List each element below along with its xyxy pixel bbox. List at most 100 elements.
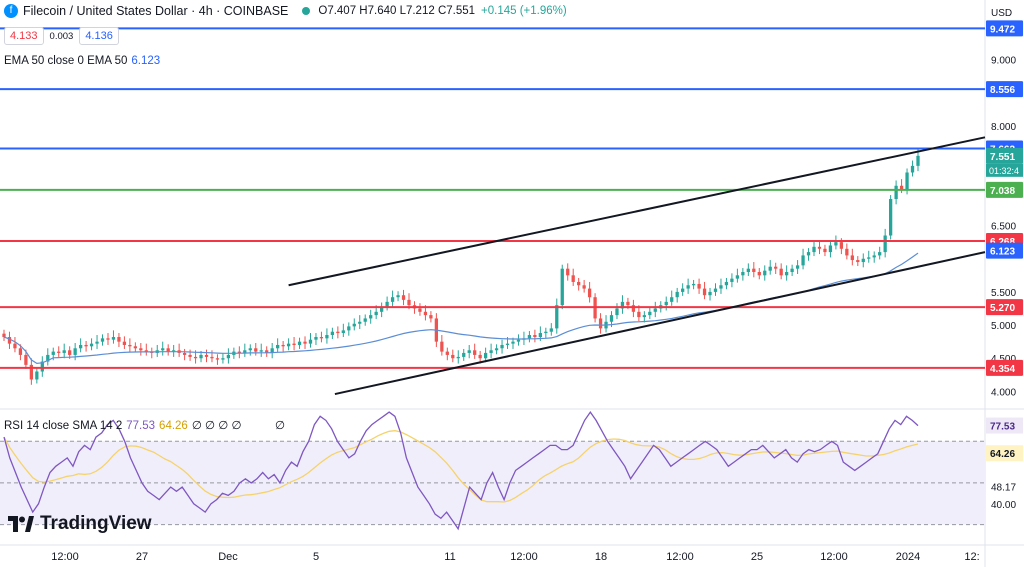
candle-body [768,266,772,271]
candle-body [467,350,471,353]
rsi-line [3,410,919,531]
symbol-title[interactable]: Filecoin / United States Dollar · 4h · C… [23,4,289,18]
level-8.556-tag-text: 8.556 [990,85,1015,96]
candle-body [795,265,800,269]
candle-body [790,268,794,272]
quote-panel: 4.133 0.003 4.136 [4,27,119,45]
buy-button[interactable]: 4.136 [79,27,119,45]
candle-body [379,306,384,312]
y-tick-label: 8.000 [991,122,1016,133]
candle-body [122,341,127,345]
candle-body [839,242,844,249]
candle-body [237,351,241,353]
candle-body [319,337,324,339]
candle-body [62,350,66,353]
rsi-sma-legend-value: 64.26 [159,420,188,432]
rsi-value-tag-text: 77.53 [990,422,1015,433]
candle-body [161,348,165,351]
candle-body [500,344,504,349]
candle-body [867,257,871,259]
candle-body [281,344,285,347]
level-4.354-tag [986,359,1023,376]
y-tick-label: 6.500 [991,222,1016,233]
candle-body [620,301,625,309]
candle-body [254,348,258,352]
chart-header: f Filecoin / United States Dollar · 4h ·… [0,0,567,22]
candle-body [587,288,592,298]
candle-body [702,288,707,296]
x-tick-label: 5 [313,551,319,563]
candle-body [713,288,718,292]
candle-body [396,295,400,298]
candle-body [746,268,750,272]
rsi-legend-empty-values: ∅ ∅ ∅ ∅ [191,420,242,432]
candle-body [478,354,482,359]
candle-body [117,337,121,342]
level-4.354-tag-text: 4.354 [990,364,1015,375]
candle-body [598,318,603,329]
candle-body [248,348,252,351]
ohlc-values: O7.407 H7.640 L7.212 C7.551 [318,5,476,17]
candle-body [35,371,39,380]
candle-body [456,356,460,359]
sell-button[interactable]: 4.133 [4,27,44,45]
y-tick-label: 5.500 [991,288,1016,299]
x-tick-label: 18 [595,551,607,563]
market-open-icon [302,7,311,15]
candle-body [336,331,340,334]
candle-body [418,308,422,312]
candle-body [850,255,854,261]
rsi-legend-label: RSI 14 close SMA 14 2 [4,420,123,432]
ema-legend[interactable]: EMA 50 close 0 EMA 50 6.123 [4,55,160,67]
candle-body [817,246,822,249]
candle-body [483,352,488,359]
candle-body [172,350,176,352]
candle-body [582,285,586,289]
x-tick-label: 12:00 [666,551,694,563]
candle-body [390,297,395,302]
candle-body [905,172,909,190]
candle-body [691,283,696,286]
level-9.472-tag [986,20,1023,37]
level-7.038-tag-text: 7.038 [990,186,1015,197]
candle-body [84,344,88,347]
rsi-extra-empty-value: ∅ [275,420,286,432]
candle-body [910,165,915,173]
candle-body [270,348,274,353]
candle-body [199,354,203,359]
candle-body [724,281,729,286]
candle-body [828,245,833,253]
candle-body [423,311,428,316]
candle-body [527,335,532,339]
candle-body [407,299,411,306]
candle-body [823,248,827,253]
candle-body [358,321,362,324]
candle-body [13,343,17,349]
candle-body [856,260,860,263]
candle-body [18,348,23,355]
spread-value: 0.003 [49,30,74,42]
candle-body [675,291,679,298]
candle-body [779,268,783,276]
price-7.551-tag [986,147,1023,164]
candle-body [29,364,34,380]
candle-body [292,343,296,345]
candle-body [276,344,280,349]
candle-body [440,341,444,352]
candle-body [445,351,449,355]
rsi-legend[interactable]: RSI 14 close SMA 14 2 77.53 64.26 ∅ ∅ ∅ ∅ [4,418,241,432]
price-6.123-tag [986,242,1023,259]
y-tick-label: 5.000 [991,321,1016,332]
candle-body [2,333,6,338]
candle-body [401,295,406,300]
candle-body [78,344,83,349]
candle-body [812,246,816,253]
filecoin-icon: f [4,4,18,18]
candle-body [642,315,646,318]
tradingview-logo[interactable]: TradingView [8,513,152,535]
candle-body [325,335,329,339]
candle-body [128,344,132,347]
candle-body [385,301,389,307]
x-tick-label: 12:00 [510,551,538,563]
